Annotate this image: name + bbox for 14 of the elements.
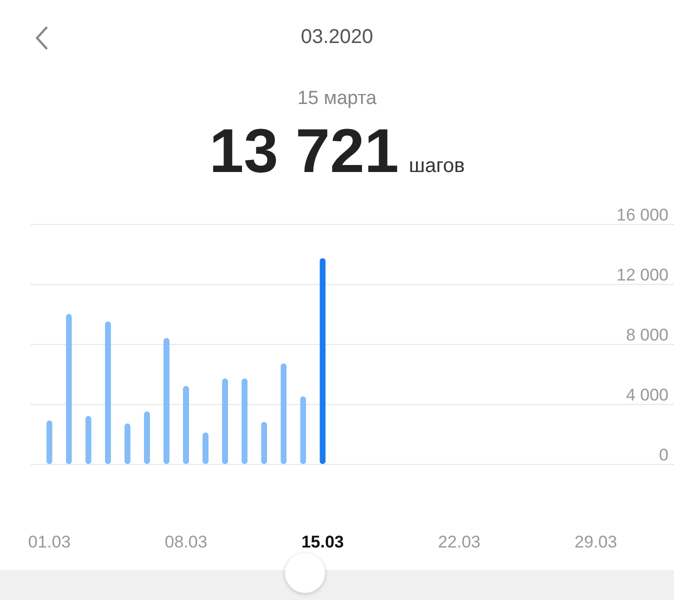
chart-title: 03.2020 (300, 26, 374, 49)
y-tick-label: 4 000 (626, 386, 668, 404)
x-tick-label: 15.03 (301, 532, 344, 552)
x-tick-label: 22.03 (438, 532, 480, 552)
x-tick-label: 08.03 (164, 532, 208, 552)
y-tick-label: 8 000 (626, 326, 668, 344)
y-tick-label: 0 (659, 446, 668, 464)
x-tick-label: 01.03 (28, 532, 71, 552)
text: 13 721 (209, 117, 399, 186)
x-tick-label: 29.03 (574, 532, 618, 552)
y-tick-label: 16 000 (616, 206, 668, 224)
y-tick-label: 12 000 (616, 266, 668, 284)
text: шагов (408, 155, 465, 177)
chart-subtitle: 15 марта (296, 88, 378, 110)
